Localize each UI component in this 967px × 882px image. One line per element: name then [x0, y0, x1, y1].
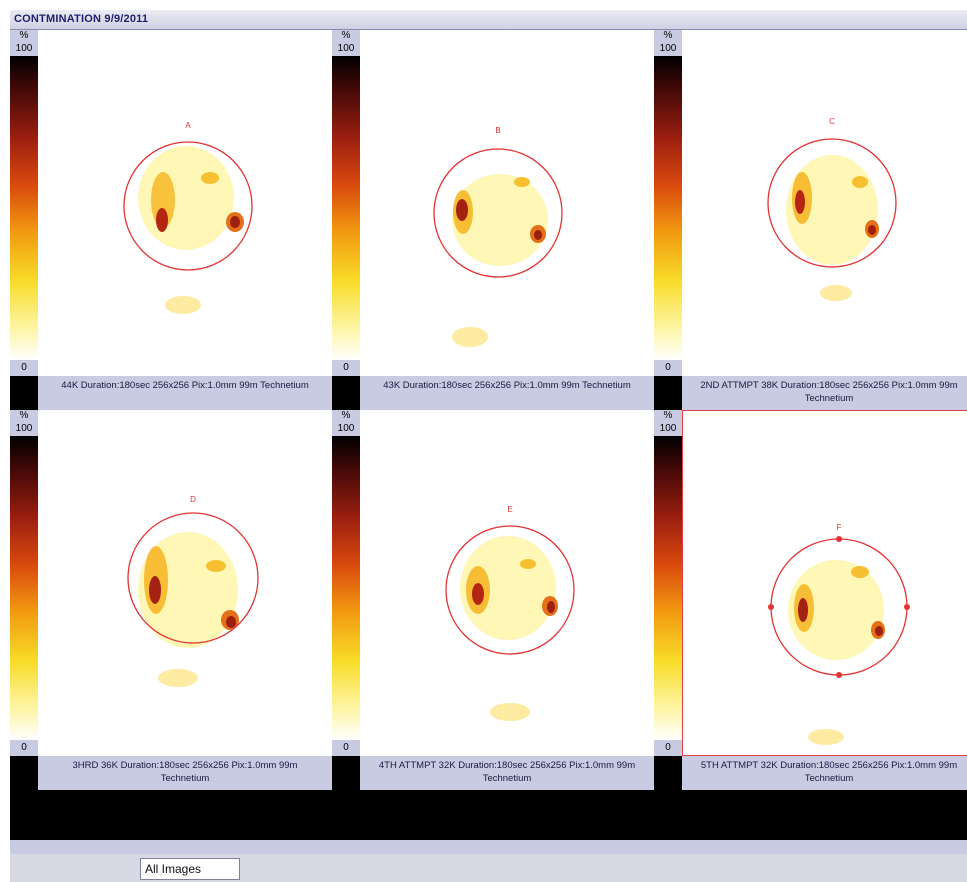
image-panel-6[interactable]: % 100 0 F 5TH ATTMPT 32K Duration:18 — [654, 410, 967, 790]
colorbar-max: 100 — [654, 422, 682, 436]
image-caption: 4TH ATTMPT 32K Duration:180sec 256x256 P… — [360, 756, 654, 790]
image-panel-2[interactable]: % 100 0 B 43K Duration:180sec 256x256 Pi… — [332, 30, 654, 410]
colorbar-min: 0 — [654, 360, 682, 376]
image-panel-5[interactable]: % 100 0 E 4TH ATTMPT 32K Duration:180sec… — [332, 410, 654, 790]
colorbar-min: 0 — [332, 360, 360, 376]
scan-image[interactable]: C — [682, 30, 967, 376]
scan-image[interactable]: B — [360, 30, 654, 376]
image-caption: 44K Duration:180sec 256x256 Pix:1.0mm 99… — [38, 376, 332, 410]
roi-label: A — [185, 121, 191, 130]
colorbar-gradient — [10, 436, 38, 740]
title-bar: CONTMINATION 9/9/2011 — [10, 10, 967, 30]
colorbar-gradient — [654, 56, 682, 360]
colorbar-unit: % — [654, 30, 682, 42]
colorbar-min: 0 — [10, 740, 38, 756]
colorbar-max: 100 — [10, 422, 38, 436]
view-select[interactable]: All Images — [140, 858, 240, 880]
image-panel-1[interactable]: % 100 0 A 44K Duration:180sec 256x256 Pi… — [10, 30, 332, 410]
image-panel-4[interactable]: % 100 0 D 3HRD 36K Duration:180sec 256x2… — [10, 410, 332, 790]
colorbar-min: 0 — [332, 740, 360, 756]
scan-image-selected[interactable]: F — [682, 410, 967, 756]
app-window: CONTMINATION 9/9/2011 % 100 0 A 44K Dura… — [10, 10, 967, 882]
colorbar-gradient — [10, 56, 38, 360]
image-caption: 2ND ATTMPT 38K Duration:180sec 256x256 P… — [682, 376, 967, 410]
scan-image[interactable]: A — [38, 30, 332, 376]
roi-label: E — [507, 505, 512, 514]
colorbar-max: 100 — [332, 422, 360, 436]
colorbar-gradient — [332, 436, 360, 740]
colorbar-unit: % — [332, 30, 360, 42]
scan-image[interactable]: E — [360, 410, 654, 756]
scan-image[interactable]: D — [38, 410, 332, 756]
colorbar-unit: % — [332, 410, 360, 422]
roi-label: F — [837, 523, 842, 532]
colorbar-unit: % — [10, 410, 38, 422]
roi-handle-top[interactable] — [836, 536, 842, 542]
colorbar-unit: % — [10, 30, 38, 42]
image-caption: 5TH ATTMPT 32K Duration:180sec 256x256 P… — [682, 756, 967, 790]
roi-label: C — [829, 117, 835, 126]
roi-label: B — [495, 126, 500, 135]
roi-handle-right[interactable] — [904, 604, 910, 610]
roi-label: D — [190, 495, 196, 504]
colorbar-gradient — [654, 436, 682, 740]
colorbar-gradient — [332, 56, 360, 360]
colorbar-max: 100 — [10, 42, 38, 56]
image-caption: 3HRD 36K Duration:180sec 256x256 Pix:1.0… — [38, 756, 332, 790]
footer-strip — [10, 840, 967, 854]
image-caption: 43K Duration:180sec 256x256 Pix:1.0mm 99… — [360, 376, 654, 410]
colorbar-unit: % — [654, 410, 682, 422]
roi-handle-left[interactable] — [768, 604, 774, 610]
colorbar-min: 0 — [654, 740, 682, 756]
window-title: CONTMINATION 9/9/2011 — [14, 13, 148, 25]
colorbar-max: 100 — [654, 42, 682, 56]
colorbar-min: 0 — [10, 360, 38, 376]
roi-handle-bottom[interactable] — [836, 672, 842, 678]
colorbar-max: 100 — [332, 42, 360, 56]
image-panel-3[interactable]: % 100 0 C 2ND ATTMPT 38K Duration:180sec… — [654, 30, 967, 410]
